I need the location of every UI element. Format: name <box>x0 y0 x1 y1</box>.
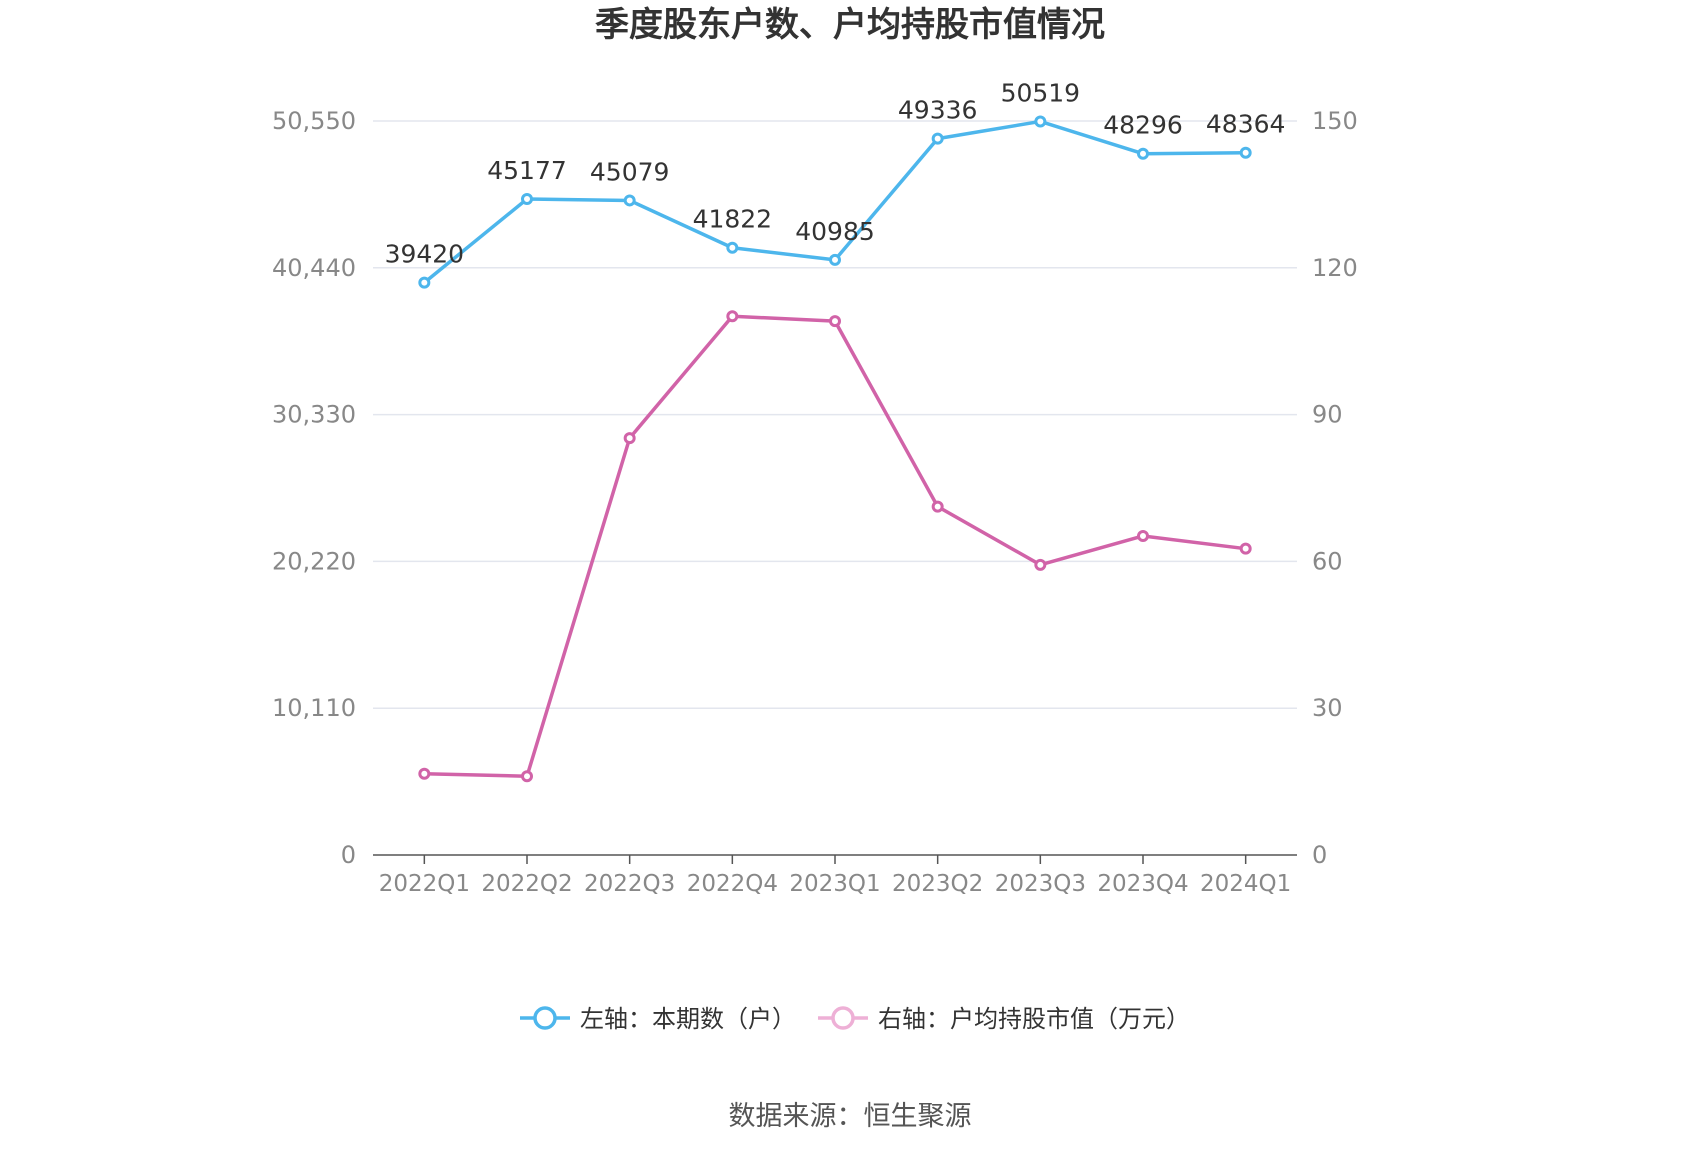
data-point[interactable] <box>1137 147 1149 160</box>
chart-title: 季度股东户数、户均持股市值情况 <box>595 5 1105 45</box>
x-tick-label: 2023Q4 <box>1097 871 1188 897</box>
data-label: 50519 <box>1001 78 1081 107</box>
right-tick-label: 0 <box>1312 841 1327 869</box>
right-tick-label: 60 <box>1312 547 1343 575</box>
data-label: 49336 <box>898 96 978 125</box>
data-label: 45079 <box>590 157 670 186</box>
left-tick-label: 30,330 <box>272 401 356 429</box>
data-point[interactable] <box>1137 529 1149 542</box>
data-point[interactable] <box>418 767 431 780</box>
legend-item-2[interactable]: 右轴：户均持股市值（万元） <box>818 1005 1190 1033</box>
data-point[interactable] <box>726 241 739 254</box>
legend-item-1[interactable]: 左轴：本期数（户） <box>520 1005 796 1033</box>
data-label: 41822 <box>693 205 773 234</box>
legend-label: 左轴：本期数（户） <box>580 1005 796 1033</box>
left-tick-label: 40,440 <box>272 254 356 282</box>
data-point[interactable] <box>418 276 431 289</box>
data-label: 48364 <box>1206 110 1286 139</box>
data-point[interactable] <box>1034 558 1047 571</box>
left-tick-label: 10,110 <box>272 694 356 722</box>
right-tick-label: 120 <box>1312 254 1358 282</box>
axes: 0 10,110 20,220 30,330 40,440 50,550 0 30 60 90 12… <box>272 107 1358 897</box>
data-point[interactable] <box>829 253 841 266</box>
right-tick-label: 90 <box>1312 401 1343 429</box>
data-point[interactable] <box>521 770 533 783</box>
data-label: 48296 <box>1103 111 1183 140</box>
data-label: 39420 <box>385 240 465 269</box>
right-tick-label: 30 <box>1312 694 1343 722</box>
right-tick-label: 150 <box>1312 107 1358 135</box>
legend-marker <box>533 1006 557 1030</box>
series-line <box>424 314 1246 778</box>
x-tick-label: 2022Q3 <box>584 871 675 897</box>
legend-marker <box>831 1006 855 1030</box>
series-layer <box>418 115 1252 783</box>
left-tick-label: 0 <box>341 841 356 869</box>
data-point[interactable] <box>623 194 636 207</box>
left-tick-label: 50,550 <box>272 107 356 135</box>
series-1 <box>418 115 1252 289</box>
x-tick-label: 2024Q1 <box>1200 871 1291 897</box>
data-source: 数据来源：恒生聚源 <box>729 1101 972 1132</box>
x-tick-label: 2022Q2 <box>481 871 572 897</box>
legend-label: 右轴：户均持股市值（万元） <box>878 1005 1190 1033</box>
data-point[interactable] <box>931 500 944 513</box>
data-point[interactable] <box>931 132 944 145</box>
x-tick-label: 2023Q1 <box>789 871 880 897</box>
gridlines <box>373 120 1297 709</box>
data-point[interactable] <box>829 315 841 328</box>
data-point[interactable] <box>726 310 739 323</box>
data-point[interactable] <box>521 193 533 206</box>
x-tick-label: 2022Q1 <box>379 871 470 897</box>
left-tick-label: 20,220 <box>272 547 356 575</box>
x-tick-label: 2023Q2 <box>892 871 983 897</box>
data-point[interactable] <box>1239 146 1252 159</box>
data-label: 40985 <box>795 217 875 246</box>
data-labels: 39420 45177 45079 41822 40985 49336 50519 48296… <box>385 78 1286 268</box>
legend[interactable]: 左轴：本期数（户） 右轴：户均持股市值（万元） <box>520 1005 1190 1033</box>
x-tick-label: 2023Q3 <box>995 871 1086 897</box>
data-point[interactable] <box>1034 115 1047 128</box>
x-tick-label: 2022Q4 <box>687 871 778 897</box>
data-point[interactable] <box>1239 542 1252 555</box>
data-label: 45177 <box>487 156 567 185</box>
data-point[interactable] <box>623 432 636 445</box>
series-2 <box>418 310 1252 783</box>
